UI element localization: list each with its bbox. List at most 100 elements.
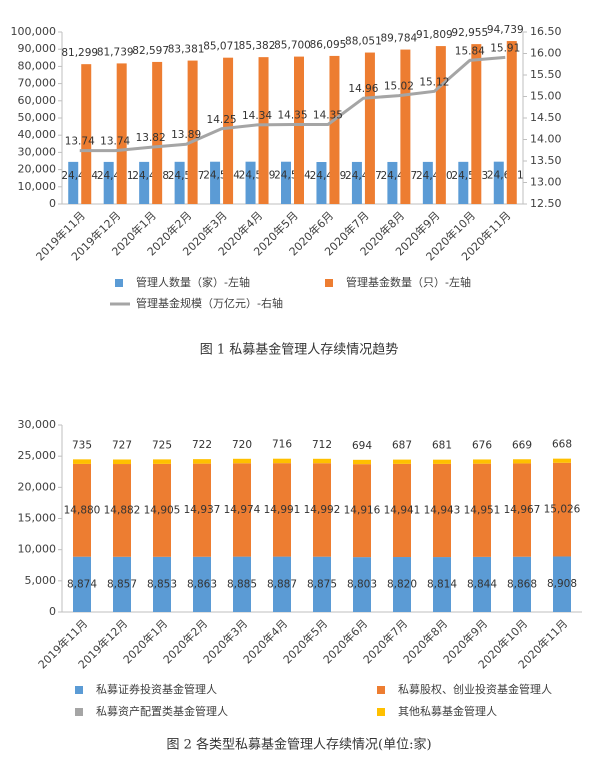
data-label: 8,868 (507, 578, 537, 590)
bar-segment (273, 556, 291, 612)
y-tick-label: 20,000 (18, 163, 57, 176)
data-label: 716 (272, 439, 292, 451)
bar-segment (193, 459, 211, 464)
data-label: 13.89 (171, 129, 201, 141)
data-label: 712 (312, 439, 332, 451)
data-label: 725 (152, 439, 172, 451)
legend-label: 私募证券投资基金管理人 (96, 682, 217, 696)
bar-segment (473, 556, 491, 612)
data-label: 8,853 (147, 578, 177, 590)
bar-segment (553, 458, 571, 463)
data-label: 24,513 (451, 170, 488, 182)
bar (294, 56, 304, 204)
bar-segment (233, 463, 251, 557)
caption: 图 2 各类型私募基金管理人存续情况(单位:家) (166, 737, 431, 753)
data-label: 8,887 (267, 578, 297, 590)
y-tick-label: 14.50 (530, 111, 562, 124)
data-label: 24,611 (487, 170, 524, 182)
data-label: 14,916 (344, 505, 381, 517)
data-label: 24,584 (203, 170, 240, 182)
legend-swatch (115, 279, 123, 287)
bar (139, 161, 150, 204)
legend-label: 管理基金规模（万亿元）-右轴 (136, 296, 283, 310)
bar-segment (513, 463, 531, 557)
legend-swatch (325, 279, 333, 287)
y-tick-label: 70,000 (18, 77, 57, 90)
y-tick-label: 15.00 (530, 90, 562, 103)
bar-segment (473, 463, 491, 557)
y-tick-label: 10,000 (18, 180, 57, 193)
data-label: 14,941 (384, 504, 421, 516)
bar (458, 161, 469, 204)
bar-segment (553, 462, 571, 557)
bar-segment (393, 459, 411, 464)
bar-segment (73, 459, 91, 464)
bar (245, 161, 256, 204)
bar (364, 52, 375, 205)
bar-segment (353, 557, 371, 612)
data-label: 82,597 (132, 45, 169, 57)
bar-segment (113, 556, 131, 612)
data-label: 24,447 (381, 170, 418, 182)
data-label: 83,381 (168, 44, 205, 56)
bar (435, 46, 446, 205)
bar (152, 61, 163, 204)
bar-segment (233, 458, 251, 464)
y-tick-label: 100,000 (11, 25, 57, 38)
data-label: 8,875 (307, 578, 337, 590)
data-label: 15,026 (544, 504, 581, 516)
bar-segment (153, 463, 171, 557)
bar-segment (553, 556, 571, 612)
y-tick-label: 40,000 (18, 128, 57, 141)
bar-segment (73, 556, 91, 612)
bar (471, 44, 482, 204)
bar-segment (313, 556, 331, 612)
y-tick-label: 30,000 (18, 418, 57, 431)
data-label: 8,908 (547, 578, 577, 590)
data-label: 81,739 (97, 46, 134, 58)
data-label: 13.74 (65, 136, 95, 148)
y-tick-label: 50,000 (18, 111, 57, 124)
legend-label: 私募资产配置类基金管理人 (96, 704, 228, 718)
y-tick-label: 13.50 (530, 154, 562, 167)
bar (387, 161, 398, 204)
bar-segment (393, 463, 411, 558)
data-label: 24,599 (239, 170, 276, 182)
bar-segment (313, 458, 331, 464)
y-tick-label: 25,000 (18, 449, 57, 462)
data-label: 14,905 (144, 504, 181, 516)
bar (258, 57, 269, 204)
data-label: 14,992 (304, 504, 341, 516)
line (79, 55, 506, 153)
bar (329, 55, 340, 205)
data-label: 676 (472, 439, 492, 451)
data-label: 24,457 (345, 170, 382, 182)
legend-label: 私募股权、创业投资基金管理人 (398, 682, 552, 696)
bar (351, 161, 362, 204)
bar-segment (193, 463, 211, 557)
bar-segment (113, 464, 131, 557)
bar (116, 63, 127, 204)
data-label: 15.02 (384, 81, 414, 93)
data-label: 687 (392, 440, 412, 452)
data-label: 15.91 (490, 42, 520, 54)
y-tick-label: 10,000 (18, 543, 57, 556)
bar-segment (153, 459, 171, 464)
data-label: 694 (352, 440, 372, 452)
y-tick-label: 0 (49, 197, 56, 210)
data-label: 720 (232, 439, 252, 451)
bar-segment (153, 556, 171, 612)
bar-segment (353, 459, 371, 465)
data-label: 14,937 (184, 504, 221, 516)
data-label: 89,784 (381, 33, 418, 45)
y-tick-label: 80,000 (18, 59, 57, 72)
y-tick-label: 90,000 (18, 42, 57, 55)
data-label: 15.84 (455, 45, 485, 57)
bar (81, 64, 92, 205)
data-label: 722 (192, 439, 212, 451)
y-tick-label: 16.50 (530, 25, 562, 38)
bar-segment (433, 557, 451, 612)
data-label: 8,844 (467, 578, 497, 590)
